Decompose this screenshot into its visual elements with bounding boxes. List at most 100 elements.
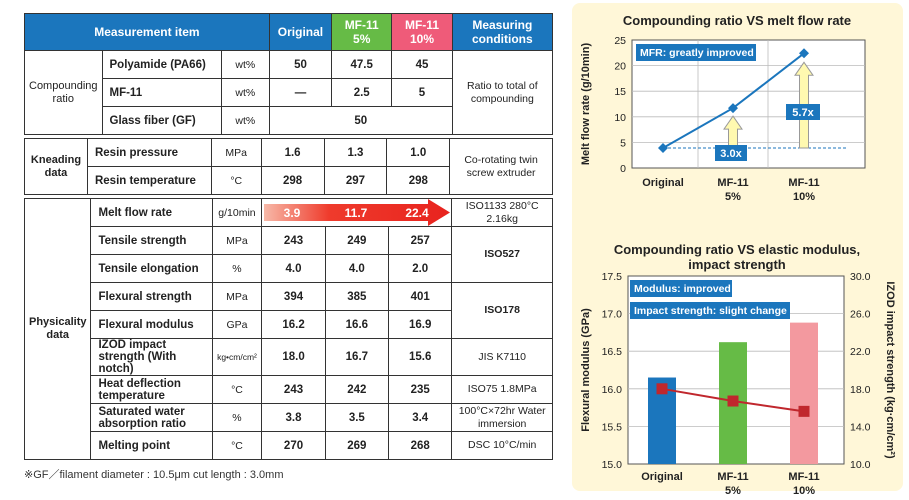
cond-water: 100°C×72hr Water immersion [451, 403, 553, 432]
chart2-impact-point [656, 383, 668, 395]
chart1-badge-bg [636, 44, 756, 61]
chart1-title: Compounding ratio VS melt flow rate [623, 13, 851, 28]
row-unit: MPa [211, 226, 263, 255]
cell-original: 1.6 [260, 138, 325, 167]
cell-mf10: 45 [391, 50, 453, 79]
cell-mf5: 16.7 [324, 338, 390, 376]
modulus-impact-chart: Compounding ratio VS elastic modulus, imp… [580, 242, 896, 494]
cell-gf-all: 50 [268, 106, 453, 135]
cell-mf10: 257 [388, 226, 453, 255]
row-name: Resin temperature [86, 166, 212, 195]
chart1-xtick: MF-11 10% [788, 177, 819, 203]
row-name: Resin pressure [86, 138, 212, 167]
row-unit: °C [211, 375, 263, 404]
chart2-y2tick: 26.0 [850, 309, 871, 321]
row-unit: kg•cm/cm² [211, 338, 263, 376]
cell-original: 394 [261, 282, 326, 311]
chart2-y2label: IZOD impact strength (kg·cm/cm²) [884, 281, 896, 459]
group-kneading-label: Kneading data [30, 153, 82, 179]
chart1-plot-area [631, 39, 866, 169]
row-name: Heat deflection temperature [90, 375, 213, 404]
chart2-ytick: 15.5 [602, 421, 623, 433]
cell-original: 18.0 [261, 338, 326, 376]
cell-mf10: 235 [388, 375, 453, 404]
chart1-ylabel: Melt flow rate (g/10min) [580, 43, 592, 166]
chart2-xtick: Original [641, 471, 683, 483]
cond-ratio: Ratio to total of compounding [451, 50, 554, 135]
chart1-point [658, 143, 668, 154]
row-name: Melting point [90, 431, 213, 460]
chart2-badge2-bg [630, 302, 790, 319]
kneading-table: Kneading data Resin pressure MPa 1.6 1.3… [24, 138, 553, 195]
header-mf11-5: MF-11 5% [331, 13, 393, 51]
row-unit: wt% [220, 106, 270, 135]
cond-iso75: ISO75 1.8MPa [451, 375, 553, 404]
cell-original: 50 [268, 50, 333, 79]
row-name: Glass fiber (GF) [101, 106, 222, 135]
chart2-ytick: 16.5 [602, 346, 623, 358]
cond-jis: JIS K7110 [451, 338, 553, 376]
cond-dsc: DSC 10°C/min [451, 431, 553, 460]
row-unit: GPa [211, 310, 263, 339]
row-name: MF-11 [101, 78, 222, 107]
chart1-ratio2: 5.7x [792, 107, 814, 119]
row-unit: g/10min [211, 198, 263, 227]
cell-mf5: 269 [324, 431, 390, 460]
chart1-ratio1: 3.0x [720, 148, 742, 160]
chart2-ytick: 15.0 [602, 459, 623, 471]
cell-mf5: 385 [324, 282, 390, 311]
cell-mf10: 401 [388, 282, 453, 311]
cell-mf10: 3.4 [388, 403, 453, 432]
chart2-impact-point [798, 405, 810, 417]
cond-iso178-label: ISO178 [484, 304, 520, 316]
chart1-ytick: 20 [614, 61, 626, 73]
cell-mf5: 3.5 [324, 403, 390, 432]
row-name: Tensile elongation [90, 254, 213, 283]
physicality-table: Physicality data Melt flow rate g/10min … [23, 198, 553, 460]
chart2-y2tick: 18.0 [850, 384, 871, 396]
chart1-ytick: 5 [620, 137, 626, 149]
chart2-badge1-bg [630, 280, 732, 297]
group-compounding: Compounding ratio [24, 50, 103, 135]
header-conditions: Measuring conditions [451, 13, 554, 51]
chart2-ytick: 16.0 [602, 384, 623, 396]
cell-mf5: 47.5 [331, 50, 393, 79]
chart2-xtick: MF-11 5% [717, 471, 748, 494]
row-name: Flexural strength [90, 282, 213, 311]
header-mf11-10: MF-11 10% [391, 13, 453, 51]
row-unit: MPa [211, 282, 263, 311]
mfr-original: 3.9 [284, 206, 301, 220]
header-original: Original [268, 13, 333, 51]
cond-mfr: ISO1133 280°C 2.16kg [451, 198, 553, 227]
row-unit: wt% [220, 78, 270, 107]
chart2-y2tick: 14.0 [850, 421, 871, 433]
mfr-arrow-cell: 3.9 11.7 22.4 [261, 198, 453, 227]
cond-iso527-label: ISO527 [484, 248, 520, 260]
chart2-bar [790, 322, 818, 464]
chart1-ytick: 15 [614, 86, 626, 98]
header-measurement-item: Measurement item [24, 13, 270, 51]
cell-original: 3.8 [261, 403, 326, 432]
chart1-xtick: Original [642, 177, 684, 189]
cell-mf10: 2.0 [388, 254, 453, 283]
cell-original: 243 [261, 226, 326, 255]
footnote: ※GF／filament diameter : 10.5μm cut lengt… [24, 469, 284, 481]
row-unit: °C [210, 166, 262, 195]
chart1-ytick: 25 [614, 35, 626, 47]
cell-original: 16.2 [261, 310, 326, 339]
row-name: IZOD impact strength (With notch) [90, 338, 213, 376]
mfr-chart: Compounding ratio VS melt flow rate 0 5 10 1… [580, 13, 866, 203]
chart1-ratio1-bg [715, 145, 747, 161]
cell-mf10: 15.6 [388, 338, 453, 376]
cell-mf5: 242 [324, 375, 390, 404]
chart2-ytick: 17.0 [602, 309, 623, 321]
cond-kneading: Co-rotating twin screw extruder [449, 138, 553, 195]
chart2-y2tick: 22.0 [850, 346, 871, 358]
chart2-y2tick: 10.0 [850, 459, 871, 471]
mfr-mf10: 22.4 [406, 206, 430, 220]
chart2-y2tick: 30.0 [850, 271, 871, 283]
mfr-mf5: 11.7 [345, 206, 368, 220]
cell-mf5: 297 [323, 166, 388, 195]
cell-original: — [268, 78, 333, 107]
row-unit: wt% [220, 50, 270, 79]
